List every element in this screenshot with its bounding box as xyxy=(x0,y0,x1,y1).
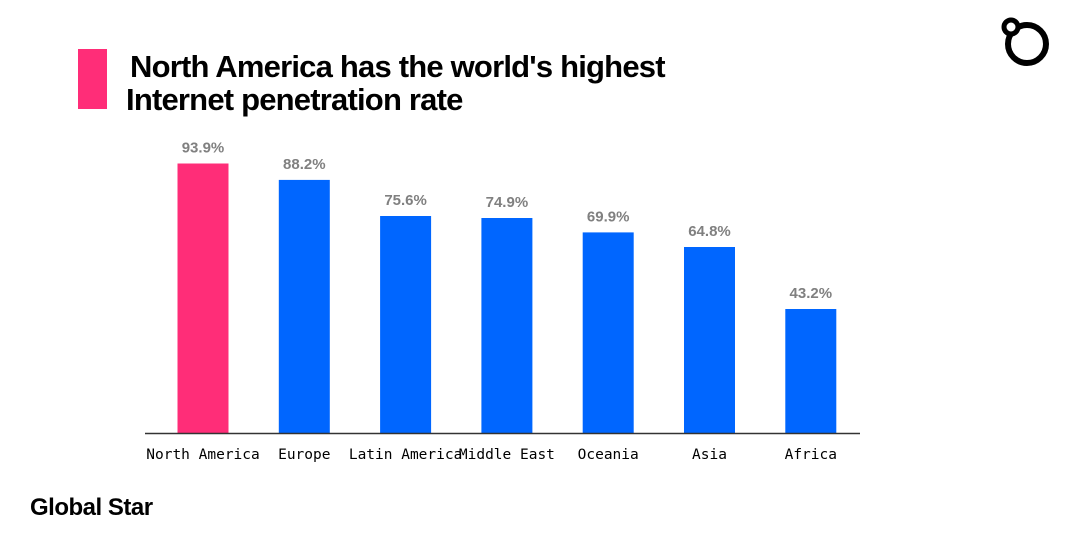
value-label: 74.9% xyxy=(486,194,529,211)
chart-title: North America has the world's highest In… xyxy=(126,49,666,117)
value-label: 69.9% xyxy=(587,208,630,225)
value-label: 93.9% xyxy=(182,140,225,157)
circle-logo-icon xyxy=(1001,17,1049,66)
bar-latin-america xyxy=(380,216,432,433)
bar-middle-east xyxy=(481,218,533,433)
value-label: 43.2% xyxy=(790,285,833,302)
chart-bars xyxy=(177,163,837,433)
chart-title-line-1: North America has the world's highest xyxy=(130,49,666,84)
brand-logo: Global Star xyxy=(30,494,153,521)
category-label: Asia xyxy=(692,447,727,463)
category-label: Middle East xyxy=(459,447,555,463)
category-label: Europe xyxy=(278,447,330,463)
value-label: 64.8% xyxy=(688,223,731,240)
category-label: Latin America xyxy=(349,447,463,463)
bar-oceania xyxy=(582,232,634,433)
bar-africa xyxy=(785,309,837,433)
value-label: 88.2% xyxy=(283,156,326,173)
category-label: Oceania xyxy=(578,447,639,463)
value-label: 75.6% xyxy=(384,192,427,209)
bar-asia xyxy=(684,247,735,433)
category-label: Africa xyxy=(785,447,837,463)
bar-north-america xyxy=(177,163,229,433)
title-accent-bar xyxy=(78,49,107,109)
bar-europe xyxy=(278,179,330,433)
category-label: North America xyxy=(146,447,260,463)
chart-value-labels: 93.9% 88.2% 75.6% 74.9% 69.9% 64.8% 43.2% xyxy=(182,140,832,303)
chart-title-line-2: Internet penetration rate xyxy=(126,82,463,117)
